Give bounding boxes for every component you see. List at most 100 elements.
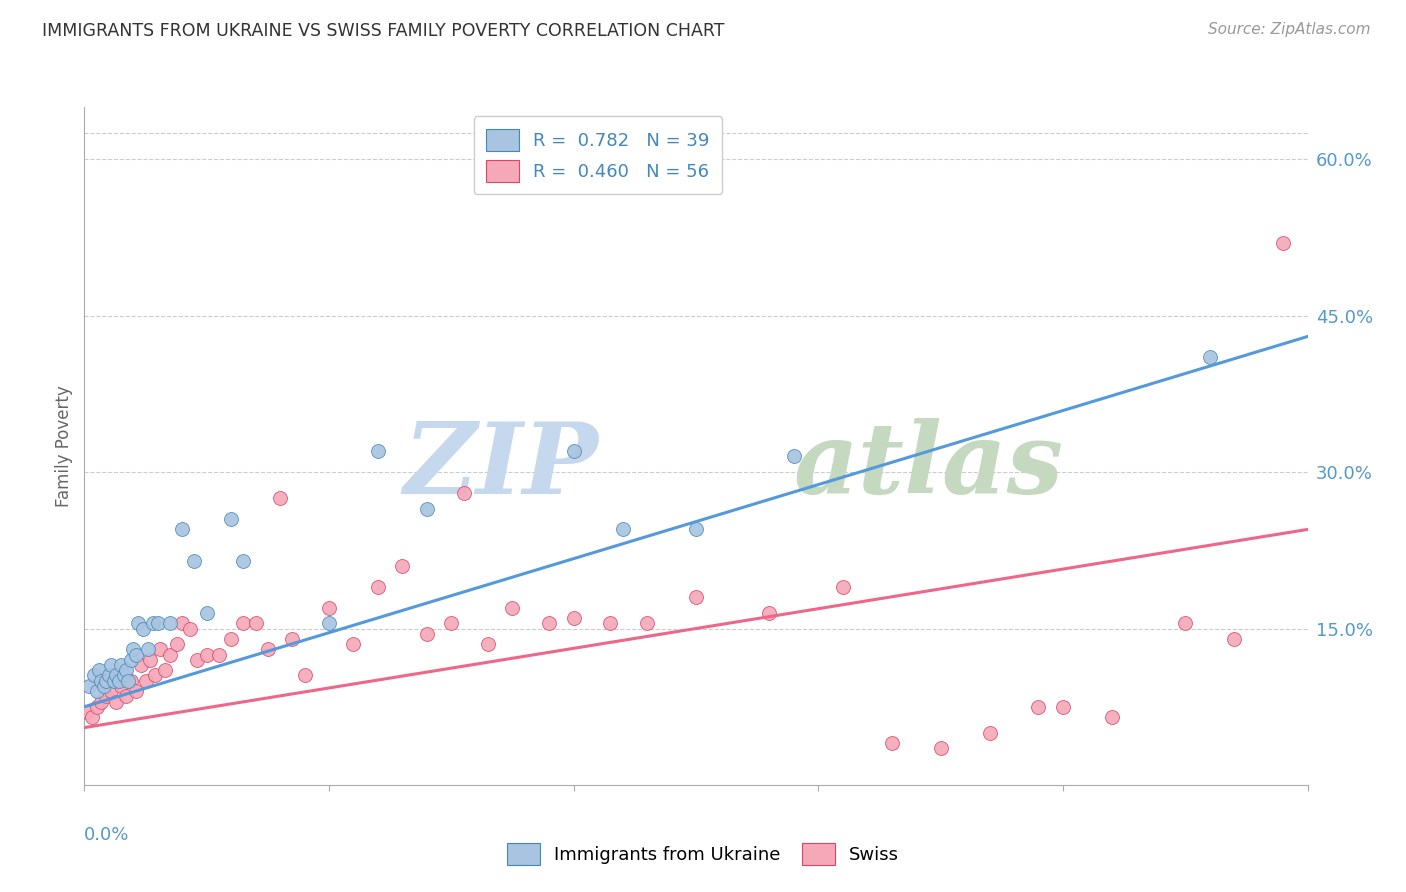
Point xyxy=(318,616,340,631)
Point xyxy=(186,653,208,667)
Point xyxy=(1174,616,1197,631)
Point xyxy=(146,616,169,631)
Point xyxy=(153,663,176,677)
Point xyxy=(100,684,122,698)
Point xyxy=(110,679,132,693)
Legend: R =  0.782   N = 39, R =  0.460   N = 56: R = 0.782 N = 39, R = 0.460 N = 56 xyxy=(474,116,723,194)
Text: IMMIGRANTS FROM UKRAINE VS SWISS FAMILY POVERTY CORRELATION CHART: IMMIGRANTS FROM UKRAINE VS SWISS FAMILY … xyxy=(42,22,724,40)
Point xyxy=(219,512,242,526)
Point xyxy=(77,679,100,693)
Point xyxy=(96,673,118,688)
Point xyxy=(232,616,254,631)
Point xyxy=(172,616,194,631)
Point xyxy=(257,642,280,657)
Point xyxy=(636,616,658,631)
Point xyxy=(1198,351,1220,365)
Point xyxy=(562,444,585,458)
Point xyxy=(502,600,524,615)
Point xyxy=(110,658,132,673)
Point xyxy=(831,580,853,594)
Point xyxy=(83,668,105,682)
Point xyxy=(1223,632,1246,646)
Point xyxy=(979,726,1001,740)
Point xyxy=(80,710,103,724)
Point xyxy=(127,616,149,631)
Point xyxy=(120,673,142,688)
Point xyxy=(179,622,201,636)
Point xyxy=(105,668,128,682)
Point xyxy=(367,580,389,594)
Point xyxy=(391,558,413,573)
Point xyxy=(159,616,181,631)
Text: ZIP: ZIP xyxy=(404,418,598,515)
Point xyxy=(103,673,125,688)
Point xyxy=(139,653,162,667)
Point xyxy=(142,616,165,631)
Point xyxy=(172,523,194,537)
Point xyxy=(195,606,218,620)
Point xyxy=(115,663,138,677)
Point xyxy=(120,653,142,667)
Point xyxy=(208,648,231,662)
Point xyxy=(245,616,267,631)
Point xyxy=(96,690,118,704)
Point xyxy=(112,668,135,682)
Point xyxy=(367,444,389,458)
Point xyxy=(105,694,128,708)
Point xyxy=(453,486,475,500)
Point xyxy=(132,622,155,636)
Point xyxy=(685,523,707,537)
Point xyxy=(136,642,159,657)
Point xyxy=(783,450,806,464)
Point xyxy=(86,699,108,714)
Point xyxy=(76,705,98,719)
Point xyxy=(685,591,707,605)
Text: 0.0%: 0.0% xyxy=(84,826,129,844)
Point xyxy=(538,616,561,631)
Point xyxy=(416,501,439,516)
Point xyxy=(122,642,145,657)
Point xyxy=(294,668,316,682)
Point xyxy=(159,648,181,662)
Point xyxy=(612,523,634,537)
Point xyxy=(117,673,139,688)
Point xyxy=(269,491,291,505)
Point xyxy=(100,658,122,673)
Point xyxy=(107,673,129,688)
Point xyxy=(125,684,148,698)
Point xyxy=(1272,235,1295,250)
Point xyxy=(758,606,780,620)
Point xyxy=(880,736,903,750)
Point xyxy=(149,642,172,657)
Point xyxy=(97,668,120,682)
Point xyxy=(90,694,112,708)
Point xyxy=(281,632,304,646)
Point xyxy=(1052,699,1074,714)
Point xyxy=(477,637,499,651)
Point xyxy=(87,663,110,677)
Y-axis label: Family Poverty: Family Poverty xyxy=(55,385,73,507)
Text: atlas: atlas xyxy=(794,418,1064,515)
Point xyxy=(135,673,157,688)
Point xyxy=(1101,710,1123,724)
Point xyxy=(86,684,108,698)
Point xyxy=(342,637,364,651)
Point xyxy=(183,554,205,568)
Point xyxy=(219,632,242,646)
Point xyxy=(929,741,952,756)
Point xyxy=(115,690,138,704)
Point xyxy=(318,600,340,615)
Point xyxy=(562,611,585,625)
Point xyxy=(129,658,152,673)
Point xyxy=(90,673,112,688)
Point xyxy=(195,648,218,662)
Point xyxy=(416,626,439,640)
Point xyxy=(93,679,115,693)
Legend: Immigrants from Ukraine, Swiss: Immigrants from Ukraine, Swiss xyxy=(498,834,908,874)
Point xyxy=(599,616,621,631)
Point xyxy=(232,554,254,568)
Point xyxy=(143,668,166,682)
Point xyxy=(166,637,188,651)
Point xyxy=(1028,699,1050,714)
Text: Source: ZipAtlas.com: Source: ZipAtlas.com xyxy=(1208,22,1371,37)
